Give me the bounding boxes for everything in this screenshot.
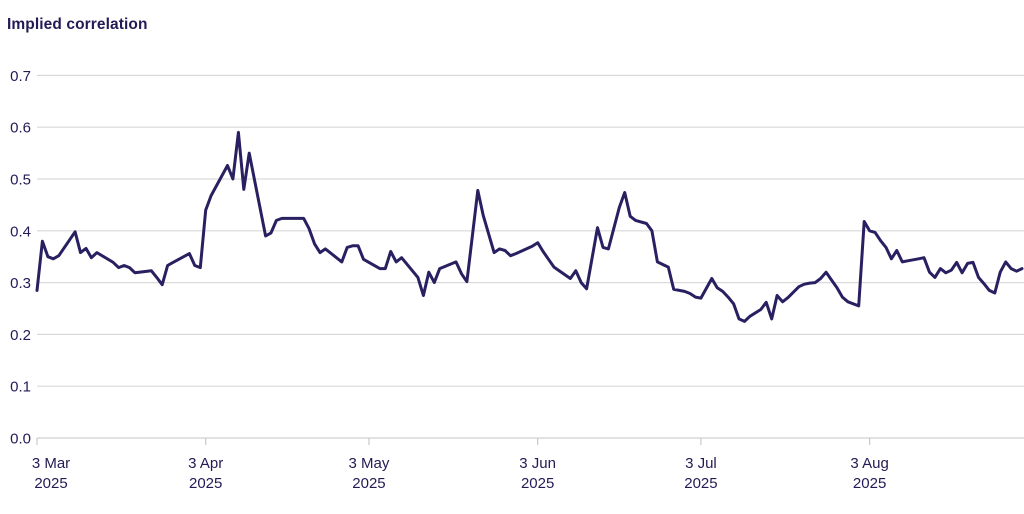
x-tick-label-year: 2025 — [521, 475, 554, 492]
y-tick-label: 0.0 — [10, 431, 31, 448]
y-tick-label: 0.2 — [10, 327, 31, 344]
y-tick-label: 0.4 — [10, 223, 31, 240]
x-tick-label-year: 2025 — [684, 475, 717, 492]
x-tick-label: 3 Aug — [850, 455, 888, 472]
y-tick-label: 0.7 — [10, 68, 31, 85]
y-tick-label: 0.6 — [10, 120, 31, 137]
y-tick-label: 0.1 — [10, 379, 31, 396]
x-tick-label: 3 May — [349, 455, 390, 472]
y-tick-label: 0.3 — [10, 275, 31, 292]
x-tick-label: 3 Jun — [519, 455, 556, 472]
x-tick-label-year: 2025 — [34, 475, 67, 492]
x-tick-label: 3 Mar — [32, 455, 70, 472]
x-tick-label-year: 2025 — [352, 475, 385, 492]
chart-title: Implied correlation — [7, 16, 148, 33]
x-tick-label-year: 2025 — [189, 475, 222, 492]
x-tick-label: 3 Jul — [685, 455, 717, 472]
series-line-implied-correlation — [35, 130, 1024, 323]
x-tick-label: 3 Apr — [188, 455, 223, 472]
x-tick-label-year: 2025 — [853, 475, 886, 492]
y-tick-label: 0.5 — [10, 172, 31, 189]
